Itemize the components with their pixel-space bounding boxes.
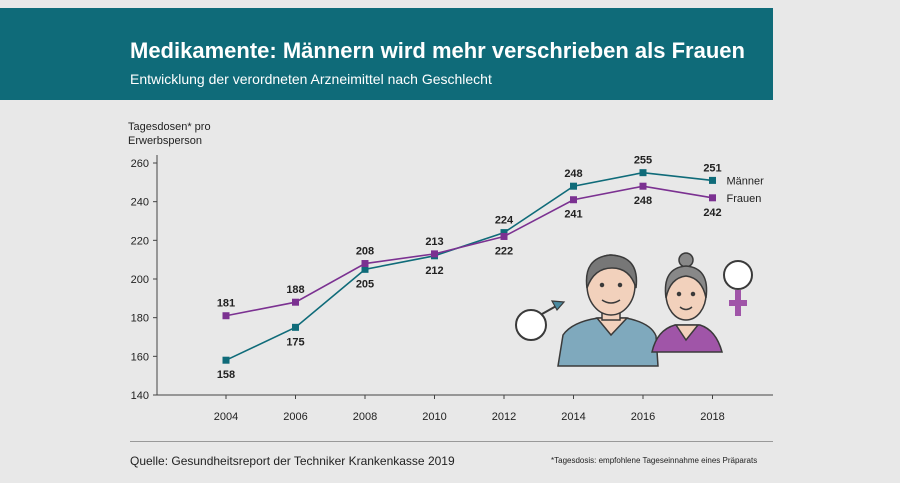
legend: Männer Frauen — [727, 175, 765, 204]
data-label: 241 — [564, 209, 582, 221]
y-tick-label: 200 — [131, 274, 149, 286]
data-point — [222, 312, 230, 320]
data-point — [570, 196, 577, 204]
series-line-1 — [225, 185, 713, 317]
y-tick-label: 160 — [131, 351, 149, 363]
data-point — [292, 298, 299, 306]
y-tick-label: 260 — [131, 158, 149, 170]
x-tick-label: 2006 — [283, 411, 307, 423]
data-label: 222 — [495, 245, 513, 257]
data-label: 181 — [217, 298, 235, 310]
x-tick-label: 2014 — [561, 411, 585, 423]
data-point — [709, 176, 716, 184]
x-tick-label: 2010 — [422, 411, 446, 423]
y-tick-label: 240 — [131, 197, 149, 209]
legend-label-0: Männer — [727, 175, 765, 187]
male-symbol-icon — [515, 300, 566, 341]
series-line-0 — [225, 171, 713, 361]
data-label: 242 — [703, 207, 721, 219]
axes: 140 160 180 200 220 240 260 2004 2006 2008 2010 201… — [131, 155, 773, 423]
data-point — [431, 250, 438, 258]
chart-title: Medikamente: Männern wird mehr verschrie… — [130, 38, 745, 63]
data-point — [222, 356, 230, 364]
footnote-text: *Tagesdosis: empfohlene Tageseinnahme ei… — [551, 456, 758, 465]
data-label: 212 — [425, 265, 443, 277]
y-axis-label: Tagesdosen* pro Erwerbsperson — [128, 121, 211, 147]
data-label: 255 — [634, 155, 652, 167]
legend-label-1: Frauen — [727, 193, 762, 205]
data-point — [500, 232, 508, 240]
data-label: 188 — [286, 284, 304, 296]
x-tick-label: 2016 — [631, 411, 655, 423]
data-point — [570, 182, 577, 190]
man-figure-icon — [557, 254, 659, 367]
data-label: 248 — [634, 195, 652, 207]
data-label: 224 — [495, 215, 514, 227]
data-point — [361, 265, 369, 273]
y-tick-label: 140 — [131, 390, 149, 402]
y-tick-label: 180 — [131, 313, 149, 325]
data-point — [639, 169, 647, 177]
data-point — [709, 194, 716, 202]
data-label: 158 — [217, 369, 235, 381]
female-symbol-icon — [723, 260, 753, 316]
data-point — [639, 182, 647, 190]
x-tick-label: 2004 — [214, 411, 238, 423]
x-tick-label: 2018 — [700, 411, 724, 423]
data-point — [292, 323, 299, 331]
data-label: 213 — [425, 236, 443, 248]
header-banner: Medikamente: Männern wird mehr verschrie… — [0, 8, 773, 100]
woman-figure-icon — [651, 252, 723, 353]
value-labels: 158 175 205 212 224 248 255 251 181 188 208 213 222 2… — [217, 155, 722, 382]
data-label: 248 — [564, 168, 582, 180]
x-tick-label: 2008 — [353, 411, 377, 423]
y-tick-label: 220 — [131, 235, 149, 247]
source-text: Quelle: Gesundheitsreport der Techniker … — [130, 454, 455, 468]
data-point — [500, 229, 508, 237]
footer-divider — [130, 441, 773, 442]
data-point — [361, 260, 369, 268]
data-label: 208 — [356, 246, 374, 258]
chart-subtitle: Entwicklung der verordneten Arzneimittel… — [130, 71, 492, 87]
data-label: 251 — [703, 162, 721, 174]
series-layer — [222, 169, 716, 364]
data-label: 175 — [286, 336, 304, 348]
data-label: 205 — [356, 278, 374, 290]
x-tick-label: 2012 — [492, 411, 516, 423]
